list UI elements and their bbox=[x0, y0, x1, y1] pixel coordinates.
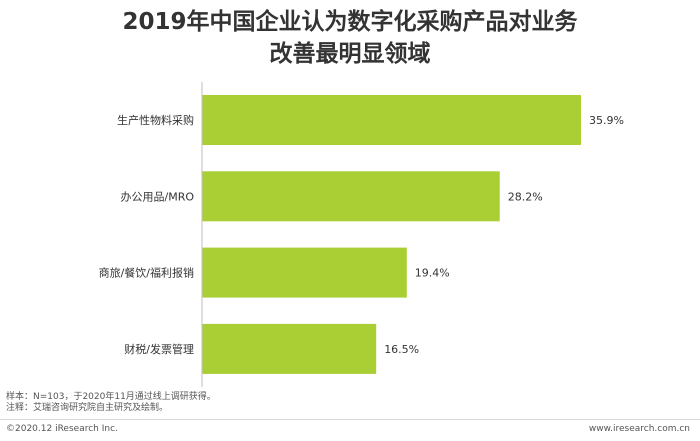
category-label-1: 办公用品/MRO bbox=[121, 190, 195, 203]
category-label-2: 商旅/餐饮/福利报销 bbox=[99, 266, 194, 280]
value-label-2: 19.4% bbox=[415, 267, 450, 280]
chart-title: 2019年中国企业认为数字化采购产品对业务 改善最明显领域 bbox=[0, 6, 700, 70]
notes-block: 样本：N=103，于2020年11月通过线上调研获得。 注释：艾瑞咨询研究院自主… bbox=[6, 392, 216, 414]
bar-3 bbox=[202, 323, 377, 374]
category-label-0: 生产性物料采购 bbox=[117, 113, 194, 127]
chart-title-line-2: 改善最明显领域 bbox=[269, 41, 431, 67]
value-label-0: 35.9% bbox=[589, 114, 624, 127]
chart-title-line-1: 2019年中国企业认为数字化采购产品对业务 bbox=[122, 9, 578, 35]
source-note: 注释：艾瑞咨询研究院自主研究及绘制。 bbox=[6, 403, 169, 413]
value-label-1: 28.2% bbox=[508, 190, 543, 203]
sample-note: 样本：N=103，于2020年11月通过线上调研获得。 bbox=[6, 392, 216, 402]
value-labels-group: 35.9% 28.2% 19.4% 16.5% bbox=[384, 114, 624, 356]
value-label-3: 16.5% bbox=[384, 343, 419, 356]
copyright-text: ©2020.12 iResearch Inc. bbox=[6, 424, 118, 434]
bar-0 bbox=[202, 95, 581, 145]
bars-group bbox=[202, 95, 581, 374]
bar-1 bbox=[202, 171, 500, 222]
category-label-3: 财税/发票管理 bbox=[124, 342, 194, 356]
footer-divider bbox=[0, 419, 700, 420]
bar-2 bbox=[202, 247, 407, 298]
website-text: www.iresearch.com.cn bbox=[588, 424, 690, 434]
